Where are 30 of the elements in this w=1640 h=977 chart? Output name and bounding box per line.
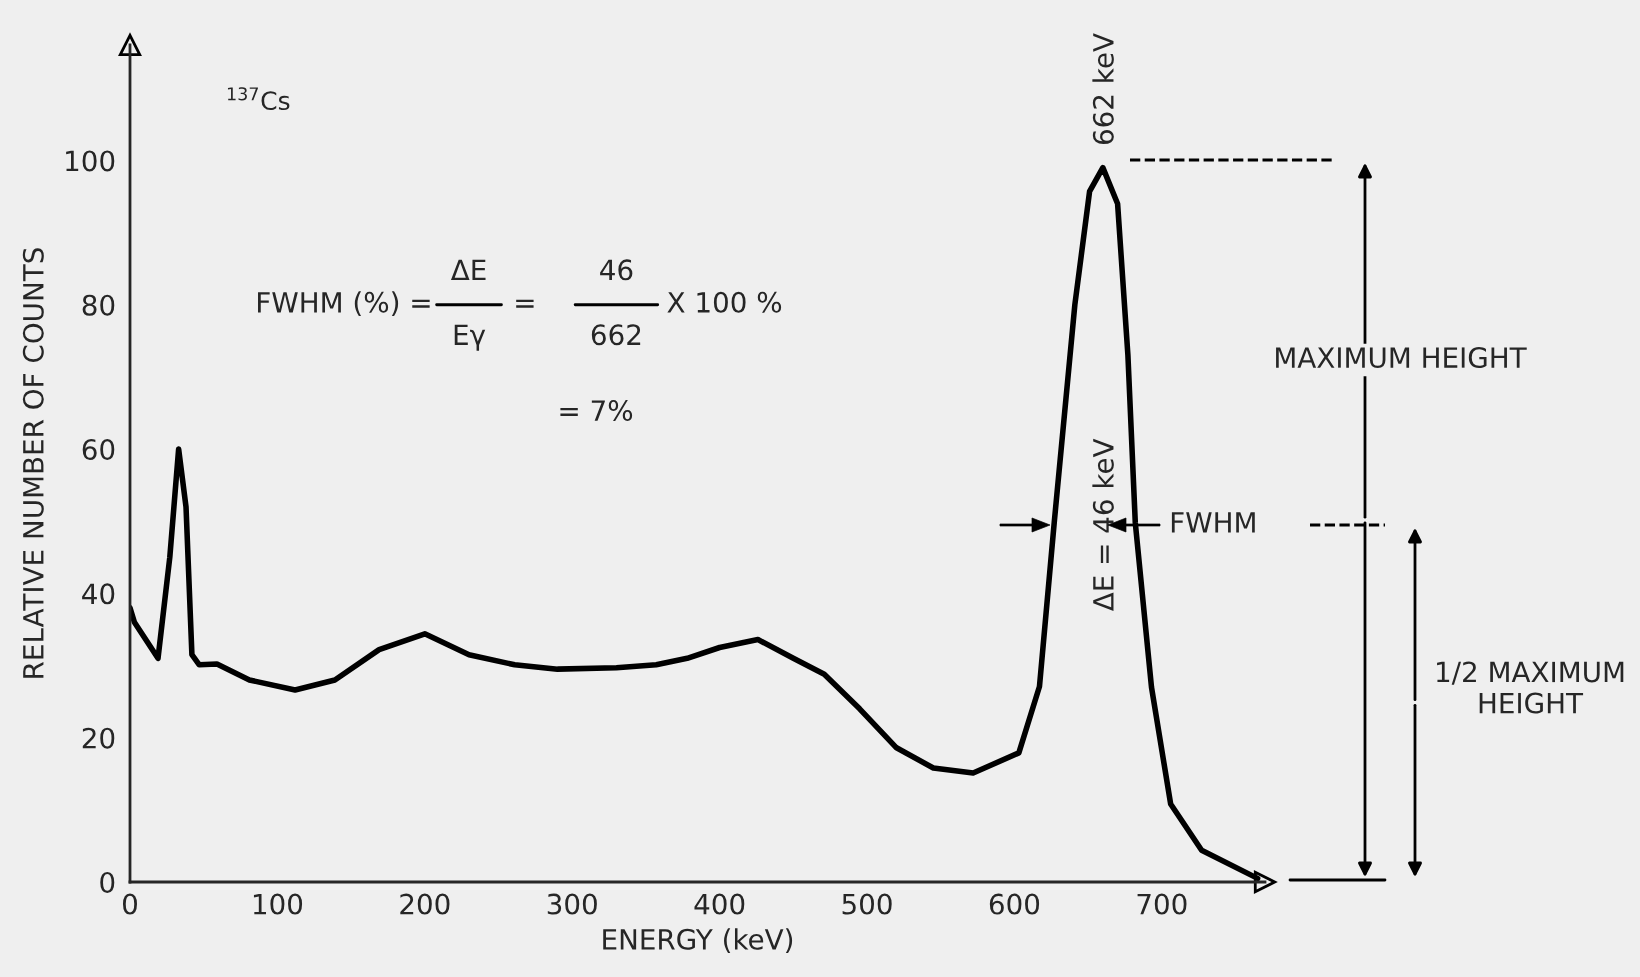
- x-tick-label: 200: [400, 893, 450, 915]
- y-tick-label: 60: [82, 439, 115, 461]
- text: MAXIMUM HEIGHT: [1276, 347, 1527, 369]
- y-axis-title: RELATIVE NUMBER OF COUNTS: [22, 248, 44, 678]
- annotation: FWHM (%) =: [258, 291, 430, 317]
- x-tick-label: 600: [989, 893, 1040, 915]
- x-tick-label: 100: [253, 893, 303, 915]
- annotation: ΔE = 46 keV: [1092, 438, 1114, 612]
- annotation: 662: [591, 324, 641, 346]
- x-axis-title: ENERGY (keV): [603, 928, 793, 954]
- x-tick-label: 700: [1137, 893, 1187, 915]
- y-tick-label: 40: [82, 583, 115, 605]
- annotation: = 7%: [560, 400, 633, 422]
- x-tick-label: 0: [122, 893, 137, 915]
- x-tick-label: 300: [547, 893, 597, 915]
- annotation: FWHM: [1171, 512, 1255, 533]
- annotation: 46: [600, 259, 633, 281]
- y-tick-label: 20: [82, 727, 115, 749]
- y-tick-label: 80: [82, 294, 115, 316]
- annotation: =: [516, 299, 534, 308]
- annotation: 662 keV: [1092, 33, 1114, 145]
- annotation: $^{137}$Cs: [227, 87, 290, 111]
- y-tick-label: 100: [66, 150, 115, 172]
- y-tick-label: 0: [100, 871, 115, 893]
- annotation: Eγ: [454, 324, 486, 351]
- annotation: X 100 %: [667, 291, 782, 313]
- x-tick-label: 500: [842, 893, 892, 915]
- annotation: ΔE: [450, 259, 486, 280]
- text: 1/2 MAXIMUM HEIGHT: [1437, 661, 1624, 714]
- x-tick-label: 400: [694, 893, 745, 915]
